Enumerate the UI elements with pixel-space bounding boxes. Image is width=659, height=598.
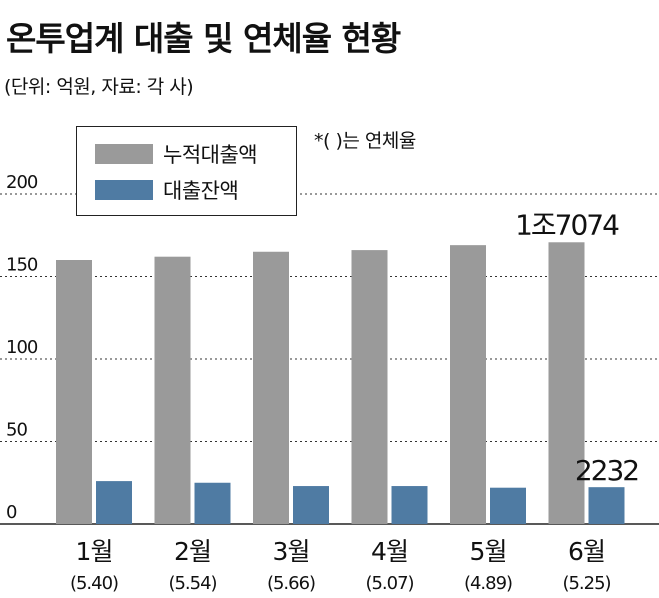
legend-label-cumulative: 누적대출액	[163, 143, 258, 167]
legend: 누적대출액 대출잔액	[76, 126, 297, 216]
y-tick-label: 150	[6, 255, 38, 276]
bar-balance	[96, 481, 132, 524]
legend-item-balance: 대출잔액	[95, 177, 239, 203]
x-tick-label: 5월	[470, 537, 507, 566]
legend-label-balance: 대출잔액	[163, 179, 239, 203]
data-label-balance: 2232	[575, 454, 638, 487]
delinquency-rate-label: (5.66)	[267, 573, 315, 594]
bar-cumulative	[154, 256, 191, 524]
delinquency-rate-label: (5.25)	[562, 573, 610, 594]
delinquency-note: *( )는 연체율	[314, 130, 416, 152]
bar-balance	[588, 487, 625, 524]
delinquency-rate-label: (5.54)	[168, 573, 216, 594]
y-tick-label: 0	[6, 502, 17, 523]
bar-cumulative	[548, 242, 585, 525]
y-tick-label: 200	[6, 172, 38, 193]
bar-cumulative	[450, 245, 486, 524]
x-tick-label: 2월	[174, 537, 211, 566]
chart-title: 온투업계 대출 및 연체율 현황	[6, 19, 401, 58]
bar-balance	[293, 486, 329, 524]
y-tick-label: 50	[6, 420, 27, 441]
y-tick-label: 100	[6, 337, 38, 358]
legend-item-cumulative: 누적대출액	[95, 141, 258, 167]
legend-swatch-balance	[95, 180, 153, 200]
delinquency-rate-label: (5.40)	[70, 573, 118, 594]
delinquency-rate-label: (4.89)	[464, 573, 512, 594]
bar-cumulative	[253, 251, 289, 524]
delinquency-rate-label: (5.07)	[365, 573, 413, 594]
x-tick-label: 6월	[568, 537, 605, 566]
bar-cumulative	[56, 260, 92, 524]
bar-balance	[391, 486, 428, 524]
bar-balance	[490, 487, 526, 524]
x-tick-label: 1월	[76, 537, 113, 566]
unit-note: (단위: 억원, 자료: 각 사)	[4, 76, 194, 98]
data-label-cumulative: 1조7074	[515, 208, 619, 241]
legend-swatch-cumulative	[95, 144, 153, 164]
x-tick-label: 3월	[273, 537, 310, 566]
bar-balance	[194, 482, 231, 524]
bar-cumulative	[351, 250, 388, 524]
x-tick-label: 4월	[371, 537, 408, 566]
